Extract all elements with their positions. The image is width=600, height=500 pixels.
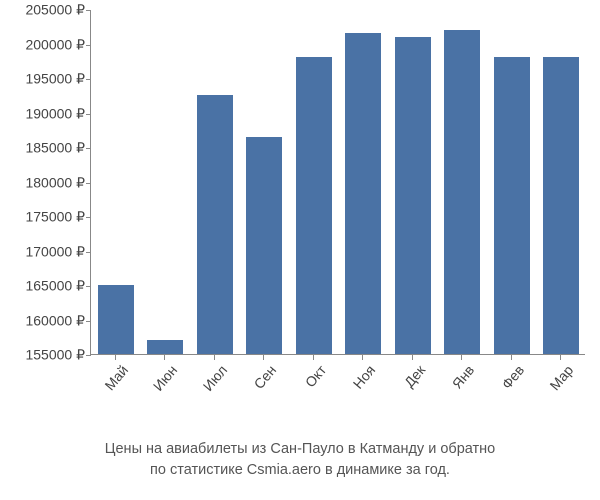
y-tick-mark xyxy=(86,10,91,11)
y-tick-mark xyxy=(86,79,91,80)
bar xyxy=(543,57,579,354)
y-tick-mark xyxy=(86,355,91,356)
y-tick-label: 175000 ₽ xyxy=(25,209,85,226)
y-tick-label: 155000 ₽ xyxy=(25,347,85,364)
x-tick-label: Июн xyxy=(150,362,180,394)
y-tick-mark xyxy=(86,252,91,253)
price-chart: 155000 ₽160000 ₽165000 ₽170000 ₽175000 ₽… xyxy=(90,10,585,380)
bar xyxy=(395,37,431,354)
plot-area xyxy=(90,10,585,355)
y-tick-mark xyxy=(86,148,91,149)
x-tick-label: Янв xyxy=(449,362,478,392)
x-tick-label: Июл xyxy=(199,362,230,394)
bar xyxy=(345,33,381,354)
y-tick-mark xyxy=(86,183,91,184)
y-tick-mark xyxy=(86,217,91,218)
bar xyxy=(494,57,530,354)
x-tick-mark xyxy=(560,355,561,360)
bar xyxy=(98,285,134,354)
caption-line-1: Цены на авиабилеты из Сан-Пауло в Катман… xyxy=(105,441,495,457)
x-tick-label: Май xyxy=(101,362,131,393)
x-tick-label: Окт xyxy=(302,362,329,390)
x-tick-label: Мар xyxy=(547,362,577,393)
x-tick-mark xyxy=(461,355,462,360)
y-tick-mark xyxy=(86,321,91,322)
bar xyxy=(147,340,183,354)
y-tick-label: 205000 ₽ xyxy=(25,2,85,19)
x-tick-label: Ноя xyxy=(350,362,379,392)
x-tick-label: Сен xyxy=(251,362,280,392)
y-tick-label: 195000 ₽ xyxy=(25,71,85,88)
y-tick-label: 180000 ₽ xyxy=(25,174,85,191)
y-tick-label: 185000 ₽ xyxy=(25,140,85,157)
y-tick-label: 160000 ₽ xyxy=(25,312,85,329)
x-tick-label: Дек xyxy=(401,362,428,390)
x-tick-mark xyxy=(164,355,165,360)
x-tick-mark xyxy=(362,355,363,360)
chart-caption: Цены на авиабилеты из Сан-Пауло в Катман… xyxy=(0,439,600,480)
x-tick-mark xyxy=(511,355,512,360)
y-tick-mark xyxy=(86,45,91,46)
bar xyxy=(444,30,480,354)
bar xyxy=(246,137,282,354)
y-tick-label: 170000 ₽ xyxy=(25,243,85,260)
x-tick-label: Фев xyxy=(498,362,527,392)
x-tick-mark xyxy=(313,355,314,360)
bar xyxy=(197,95,233,354)
x-tick-mark xyxy=(263,355,264,360)
bar xyxy=(296,57,332,354)
y-tick-label: 190000 ₽ xyxy=(25,105,85,122)
x-tick-mark xyxy=(214,355,215,360)
x-tick-mark xyxy=(115,355,116,360)
y-tick-mark xyxy=(86,286,91,287)
caption-line-2: по статистике Csmia.aero в динамике за г… xyxy=(150,462,450,478)
y-tick-mark xyxy=(86,114,91,115)
y-tick-label: 165000 ₽ xyxy=(25,278,85,295)
y-tick-label: 200000 ₽ xyxy=(25,36,85,53)
x-tick-mark xyxy=(412,355,413,360)
